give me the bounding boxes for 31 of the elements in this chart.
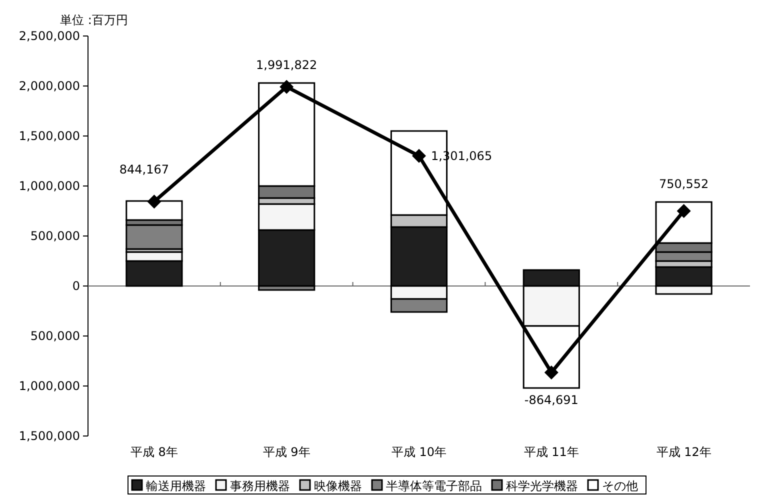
x-tick-label: 平成 12年 [656, 445, 712, 459]
y-tick-label: 2,000,000 [18, 79, 80, 93]
x-tick-label: 平成 11年 [524, 445, 579, 459]
legend-label: 輸送用機器 [146, 479, 206, 493]
y-axis-title: 単位 :百万円 [60, 13, 128, 27]
legend-label: 半導体等電子部品 [386, 479, 482, 493]
point [280, 80, 294, 94]
y-tick-label: 1,500,000 [18, 129, 80, 143]
point [412, 148, 426, 163]
y-tick-label: 500,000 [30, 329, 80, 343]
y-tick-label: 1,000,000 [18, 179, 80, 193]
y-tick-label: 1,500,000 [18, 429, 80, 443]
data-label: 750,552 [658, 177, 709, 191]
bar [126, 224, 183, 250]
point [544, 365, 558, 380]
point [147, 194, 162, 209]
legend-label: その他 [602, 479, 638, 493]
x-tick-label: 平成 8年 [130, 445, 178, 459]
data-label: 1,991,822 [256, 58, 318, 72]
x-tick-label: 平成 9年 [262, 445, 310, 459]
data-label: 844,167 [119, 162, 170, 177]
y-tick-label: 1,000,000 [18, 379, 80, 393]
point [676, 204, 691, 218]
y-tick-label: 2,500,000 [18, 29, 80, 43]
y-tick-label: 500,000 [30, 229, 80, 243]
data-label: -864,691 [524, 393, 578, 407]
y-tick-label: 0 [72, 279, 80, 293]
x-tick-label: 平成 10年 [391, 445, 447, 459]
legend-label: 事務用機器 [230, 479, 290, 493]
legend-label: 映像機器 [314, 479, 362, 493]
legend-label: 科学光学機器 [506, 479, 578, 493]
